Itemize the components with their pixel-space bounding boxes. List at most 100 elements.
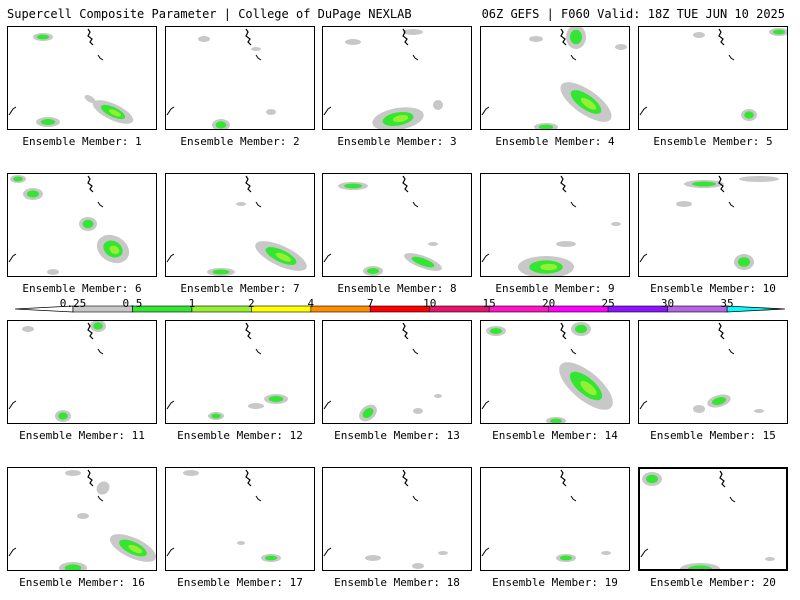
colorbar-tick-label: 20 <box>542 297 556 310</box>
coastline <box>412 348 419 355</box>
ensemble-panel-16[interactable] <box>7 467 157 571</box>
ensemble-member-label: Ensemble Member: 10 <box>650 282 776 295</box>
scp-contour <box>765 557 775 561</box>
ensemble-member-label: Ensemble Member: 9 <box>495 282 615 295</box>
ensemble-panel-5[interactable] <box>638 26 788 130</box>
scp-contour <box>434 394 442 398</box>
ensemble-panel-11[interactable] <box>7 320 157 424</box>
scp-field-map <box>323 175 442 276</box>
ensemble-panel-10[interactable] <box>638 173 788 277</box>
colorbar-swatch <box>607 305 668 313</box>
ensemble-panel-17[interactable] <box>165 467 315 571</box>
coastline <box>728 54 735 61</box>
ensemble-panel-18[interactable] <box>322 467 472 571</box>
coastline <box>245 175 252 193</box>
coastline <box>8 106 17 116</box>
ensemble-member-label: Ensemble Member: 16 <box>19 576 145 589</box>
coastline <box>570 348 577 355</box>
ensemble-panel-14[interactable] <box>480 320 630 424</box>
ensemble-panel-13[interactable] <box>322 320 472 424</box>
scp-contour <box>571 322 591 336</box>
coastline <box>166 400 175 410</box>
scp-contour <box>642 472 662 486</box>
run-valid-time: 06Z GEFS | F060 Valid: 18Z TUE JUN 10 20… <box>481 7 785 21</box>
ensemble-panel-20[interactable] <box>638 467 788 571</box>
scp-field-map <box>166 28 276 129</box>
coastline <box>639 106 648 116</box>
ensemble-member-label: Ensemble Member: 17 <box>177 576 303 589</box>
scp-contour <box>207 268 235 276</box>
ensemble-panel-9[interactable] <box>480 173 630 277</box>
ensemble-member-label: Ensemble Member: 4 <box>495 135 615 148</box>
coastline <box>718 28 725 46</box>
coastline <box>412 201 419 208</box>
scp-contour <box>556 554 576 562</box>
ensemble-panel-12[interactable] <box>165 320 315 424</box>
ensemble-panel-4[interactable] <box>480 26 630 130</box>
coastline <box>560 28 567 46</box>
scp-contour <box>36 117 60 127</box>
scp-field-map <box>323 322 442 422</box>
scp-contour <box>47 269 59 275</box>
ensemble-member-label: Ensemble Member: 15 <box>650 429 776 442</box>
ensemble-panel-1[interactable] <box>7 26 157 130</box>
coastline <box>245 322 252 340</box>
coastline <box>639 253 648 263</box>
ensemble-member-label: Ensemble Member: 14 <box>492 429 618 442</box>
coastline <box>323 400 332 410</box>
ensemble-member-label: Ensemble Member: 2 <box>180 135 300 148</box>
coastline <box>402 322 409 340</box>
ensemble-panel-19[interactable] <box>480 467 630 571</box>
ensemble-panel-2[interactable] <box>165 26 315 130</box>
coastline <box>402 469 409 487</box>
colorbar <box>15 305 785 313</box>
coastline <box>560 322 567 340</box>
ensemble-panel-7[interactable] <box>165 173 315 277</box>
scp-contour <box>739 176 779 182</box>
ensemble-panel-8[interactable] <box>322 173 472 277</box>
scp-contour <box>84 95 96 103</box>
colorbar-swatch <box>191 305 252 313</box>
coastline <box>481 106 490 116</box>
scp-contour <box>55 410 71 422</box>
scp-contour <box>372 107 424 129</box>
scp-contour <box>92 100 134 124</box>
ensemble-member-label: Ensemble Member: 1 <box>22 135 142 148</box>
ensemble-panel-15[interactable] <box>638 320 788 424</box>
colorbar-tick-label: 35 <box>720 297 734 310</box>
scp-field-map <box>481 27 627 129</box>
scp-field-map <box>8 469 156 570</box>
scp-contour <box>534 123 558 129</box>
ensemble-panel-3[interactable] <box>322 26 472 130</box>
scp-field-map <box>639 322 764 413</box>
colorbar-swatch <box>369 305 431 313</box>
coastline <box>570 54 577 61</box>
scp-contour <box>65 470 81 476</box>
scp-contour <box>261 554 281 562</box>
scp-contour <box>251 47 261 51</box>
colorbar-tick-label: 15 <box>482 297 496 310</box>
scp-contour <box>486 326 506 336</box>
colorbar-tick-label: 2 <box>248 297 255 310</box>
scp-contour <box>412 563 424 569</box>
scp-contour <box>693 405 705 413</box>
scp-field-map <box>166 469 281 562</box>
coastline <box>481 547 490 557</box>
scp-contour <box>248 403 264 409</box>
colorbar-tick-label: 25 <box>601 297 615 310</box>
colorbar-swatch <box>488 305 549 313</box>
ensemble-panel-6[interactable] <box>7 173 157 277</box>
colorbar-tick-label: 4 <box>307 297 315 310</box>
coastline <box>728 201 735 208</box>
scp-contour <box>734 254 754 270</box>
ensemble-member-label: Ensemble Member: 8 <box>337 282 457 295</box>
scp-contour <box>741 109 757 121</box>
scp-contour <box>359 404 377 422</box>
scp-contour <box>109 534 156 562</box>
scp-contour <box>556 241 576 247</box>
scp-contour <box>90 321 106 332</box>
scp-contour <box>438 551 448 555</box>
colorbar-tick-label: 30 <box>660 297 675 310</box>
ensemble-member-label: Ensemble Member: 19 <box>492 576 618 589</box>
coastline <box>728 348 735 355</box>
